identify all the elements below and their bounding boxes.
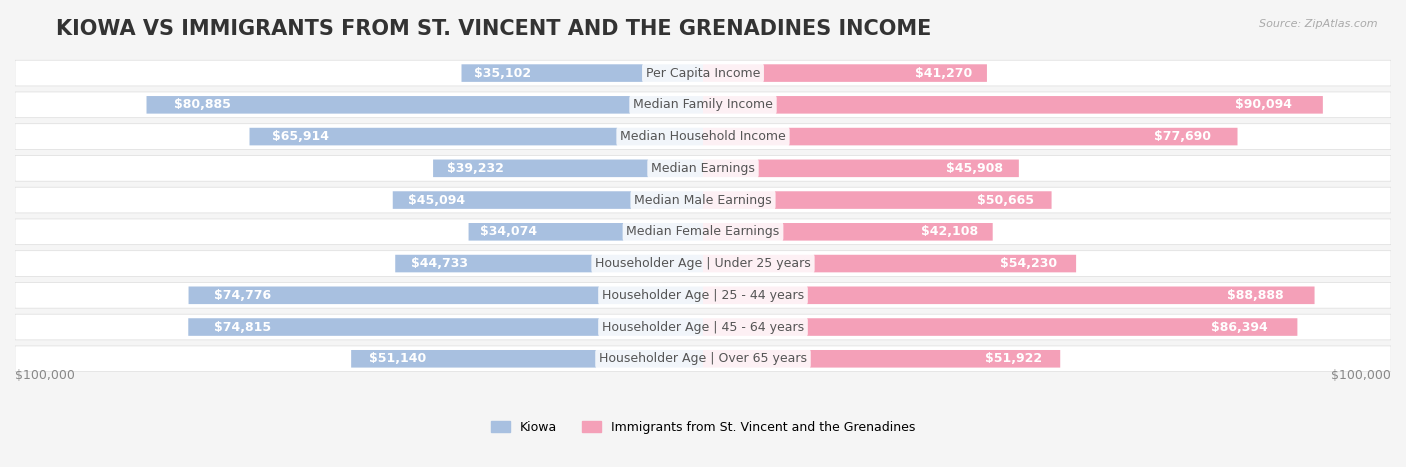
FancyBboxPatch shape: [15, 219, 1391, 245]
FancyBboxPatch shape: [15, 124, 1391, 149]
FancyBboxPatch shape: [15, 156, 1391, 181]
Text: Median Household Income: Median Household Income: [620, 130, 786, 143]
Text: Source: ZipAtlas.com: Source: ZipAtlas.com: [1260, 19, 1378, 28]
Text: $35,102: $35,102: [474, 67, 530, 79]
FancyBboxPatch shape: [703, 255, 1076, 272]
FancyBboxPatch shape: [395, 255, 703, 272]
FancyBboxPatch shape: [15, 187, 1391, 213]
FancyBboxPatch shape: [433, 160, 703, 177]
Text: Median Earnings: Median Earnings: [651, 162, 755, 175]
Text: $51,140: $51,140: [368, 352, 426, 365]
FancyBboxPatch shape: [468, 223, 703, 241]
FancyBboxPatch shape: [703, 223, 993, 241]
Text: $65,914: $65,914: [273, 130, 329, 143]
Text: $45,094: $45,094: [408, 193, 465, 206]
Text: $86,394: $86,394: [1211, 320, 1268, 333]
FancyBboxPatch shape: [703, 287, 1315, 304]
FancyBboxPatch shape: [188, 318, 703, 336]
Text: Householder Age | Over 65 years: Householder Age | Over 65 years: [599, 352, 807, 365]
Text: $44,733: $44,733: [411, 257, 468, 270]
FancyBboxPatch shape: [15, 60, 1391, 86]
FancyBboxPatch shape: [352, 350, 703, 368]
FancyBboxPatch shape: [703, 160, 1019, 177]
FancyBboxPatch shape: [461, 64, 703, 82]
Text: $50,665: $50,665: [977, 193, 1035, 206]
Text: $34,074: $34,074: [481, 225, 537, 238]
Text: Median Female Earnings: Median Female Earnings: [627, 225, 779, 238]
FancyBboxPatch shape: [703, 191, 1052, 209]
Text: Per Capita Income: Per Capita Income: [645, 67, 761, 79]
Text: $100,000: $100,000: [15, 368, 75, 382]
FancyBboxPatch shape: [15, 92, 1391, 118]
Text: $39,232: $39,232: [447, 162, 503, 175]
FancyBboxPatch shape: [703, 96, 1323, 113]
FancyBboxPatch shape: [188, 287, 703, 304]
Text: $41,270: $41,270: [915, 67, 973, 79]
Text: $80,885: $80,885: [174, 99, 231, 111]
Text: $45,908: $45,908: [946, 162, 1002, 175]
Text: Householder Age | 25 - 44 years: Householder Age | 25 - 44 years: [602, 289, 804, 302]
Text: Median Family Income: Median Family Income: [633, 99, 773, 111]
Text: Median Male Earnings: Median Male Earnings: [634, 193, 772, 206]
Text: Householder Age | 45 - 64 years: Householder Age | 45 - 64 years: [602, 320, 804, 333]
FancyBboxPatch shape: [392, 191, 703, 209]
FancyBboxPatch shape: [15, 283, 1391, 308]
Text: $74,776: $74,776: [214, 289, 271, 302]
Text: KIOWA VS IMMIGRANTS FROM ST. VINCENT AND THE GRENADINES INCOME: KIOWA VS IMMIGRANTS FROM ST. VINCENT AND…: [56, 19, 932, 39]
FancyBboxPatch shape: [703, 64, 987, 82]
FancyBboxPatch shape: [703, 350, 1060, 368]
Text: $88,888: $88,888: [1227, 289, 1284, 302]
Text: $42,108: $42,108: [921, 225, 979, 238]
FancyBboxPatch shape: [15, 251, 1391, 276]
Text: $90,094: $90,094: [1234, 99, 1292, 111]
FancyBboxPatch shape: [15, 314, 1391, 340]
Text: $51,922: $51,922: [986, 352, 1042, 365]
FancyBboxPatch shape: [703, 128, 1237, 145]
Text: Householder Age | Under 25 years: Householder Age | Under 25 years: [595, 257, 811, 270]
FancyBboxPatch shape: [249, 128, 703, 145]
FancyBboxPatch shape: [703, 318, 1298, 336]
Text: $100,000: $100,000: [1331, 368, 1391, 382]
FancyBboxPatch shape: [146, 96, 703, 113]
Text: $54,230: $54,230: [1000, 257, 1057, 270]
Text: $74,815: $74,815: [214, 320, 271, 333]
Text: $77,690: $77,690: [1154, 130, 1211, 143]
FancyBboxPatch shape: [15, 346, 1391, 372]
Legend: Kiowa, Immigrants from St. Vincent and the Grenadines: Kiowa, Immigrants from St. Vincent and t…: [486, 416, 920, 439]
